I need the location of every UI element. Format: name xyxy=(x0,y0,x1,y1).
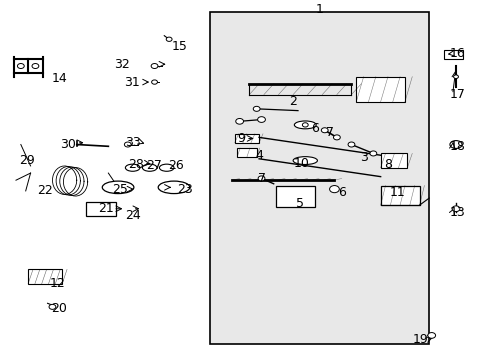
Bar xyxy=(380,153,407,168)
Bar xyxy=(356,77,404,102)
Text: 33: 33 xyxy=(124,135,140,149)
Ellipse shape xyxy=(125,164,140,171)
Text: 19: 19 xyxy=(412,333,427,346)
Circle shape xyxy=(166,37,172,41)
Text: 7: 7 xyxy=(257,172,265,185)
Text: 13: 13 xyxy=(448,206,465,219)
Text: 6: 6 xyxy=(310,122,318,135)
Circle shape xyxy=(258,176,264,181)
Text: 32: 32 xyxy=(114,58,130,71)
Text: 23: 23 xyxy=(177,183,193,195)
Text: 21: 21 xyxy=(98,202,114,215)
Circle shape xyxy=(32,63,39,68)
Text: 24: 24 xyxy=(124,210,140,222)
Text: 11: 11 xyxy=(389,186,405,199)
Ellipse shape xyxy=(294,121,316,129)
Circle shape xyxy=(321,128,327,133)
Text: 7: 7 xyxy=(325,126,333,139)
Bar xyxy=(237,148,256,157)
Text: 14: 14 xyxy=(52,72,67,85)
Text: 17: 17 xyxy=(448,88,465,101)
Text: 6: 6 xyxy=(337,186,345,199)
Text: 30: 30 xyxy=(61,138,76,151)
Circle shape xyxy=(347,142,354,147)
Text: 16: 16 xyxy=(448,47,465,60)
Circle shape xyxy=(151,80,157,84)
Bar xyxy=(443,50,462,59)
Text: 2: 2 xyxy=(288,95,296,108)
Ellipse shape xyxy=(449,141,461,148)
Circle shape xyxy=(333,135,340,140)
Text: 1: 1 xyxy=(315,3,323,16)
Text: 25: 25 xyxy=(112,183,128,195)
Circle shape xyxy=(124,142,131,147)
Text: 9: 9 xyxy=(237,132,244,145)
Text: 15: 15 xyxy=(172,40,187,53)
Ellipse shape xyxy=(102,181,134,194)
Circle shape xyxy=(18,63,24,68)
Ellipse shape xyxy=(159,164,174,171)
Bar xyxy=(28,269,62,284)
Circle shape xyxy=(257,117,265,122)
Circle shape xyxy=(369,151,376,156)
Text: 29: 29 xyxy=(19,154,35,167)
Circle shape xyxy=(329,185,339,193)
Text: 20: 20 xyxy=(51,302,66,315)
Circle shape xyxy=(427,333,435,338)
Ellipse shape xyxy=(158,181,189,194)
Circle shape xyxy=(453,75,458,78)
Circle shape xyxy=(151,63,158,68)
Text: 26: 26 xyxy=(168,159,184,172)
Text: 10: 10 xyxy=(293,157,309,170)
Bar xyxy=(234,134,259,143)
Text: 3: 3 xyxy=(359,150,367,163)
Text: 28: 28 xyxy=(128,158,144,171)
Text: 12: 12 xyxy=(49,277,65,290)
Text: 4: 4 xyxy=(255,149,263,162)
Ellipse shape xyxy=(292,157,317,165)
Circle shape xyxy=(302,123,307,127)
Circle shape xyxy=(451,206,459,212)
Bar xyxy=(380,185,419,205)
Circle shape xyxy=(253,106,260,111)
Ellipse shape xyxy=(142,164,157,171)
Bar xyxy=(276,185,314,207)
Text: 8: 8 xyxy=(383,158,391,171)
FancyBboxPatch shape xyxy=(210,13,428,344)
Text: 22: 22 xyxy=(37,184,53,197)
Text: 18: 18 xyxy=(448,140,465,153)
Bar xyxy=(86,202,116,216)
Text: 27: 27 xyxy=(146,159,162,172)
Text: 5: 5 xyxy=(296,197,304,210)
Text: 31: 31 xyxy=(123,76,139,89)
Circle shape xyxy=(235,118,243,124)
Circle shape xyxy=(49,304,56,309)
